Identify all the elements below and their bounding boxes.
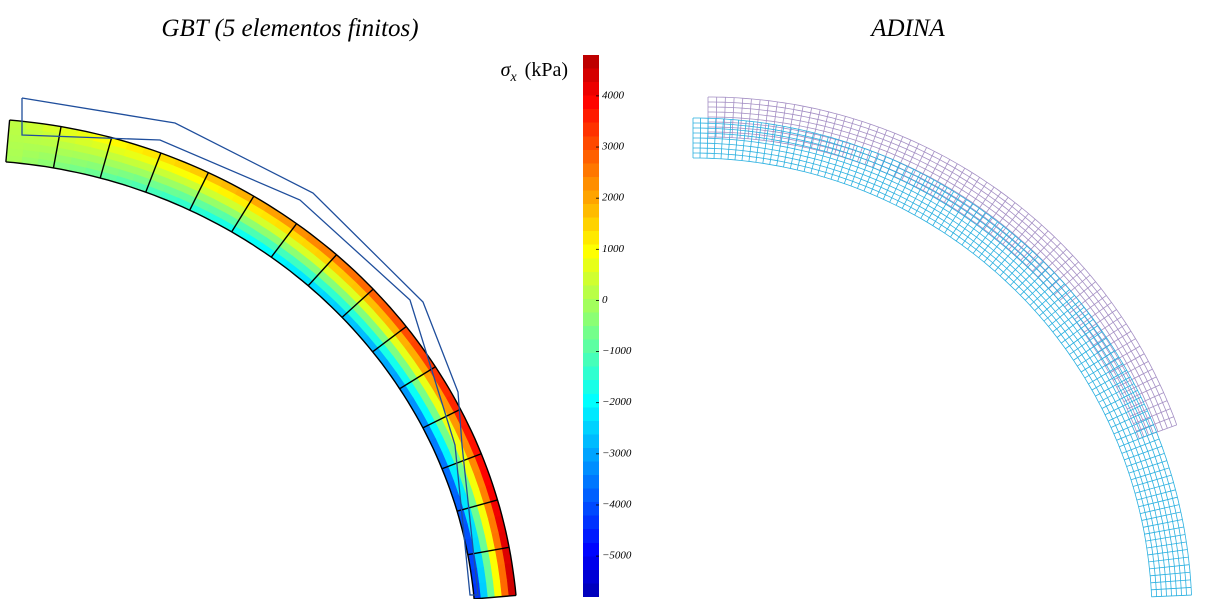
undeformed-mesh [708,117,1158,432]
deformed-mesh [693,143,1167,596]
panel-title: GBT (5 elementos finitos) [161,15,418,42]
colorbar-tick-label: 3000 [601,141,625,153]
colorbar-tick-label: −3000 [602,447,632,459]
colorbar-tick-label: 1000 [602,243,625,255]
undeformed-mesh [708,112,1163,430]
label-sub: x [509,70,517,85]
figure: GBT (5 elementos finitos) ADINA σx(kPa) … [0,0,1207,599]
deformed-mesh [693,153,1157,597]
label-unit: (kPa) [525,59,568,81]
colorbar-tick-label: −5000 [602,550,632,562]
beam-edge [10,120,516,595]
colorbar [583,55,599,597]
colorbar-tick-label: −4000 [602,498,632,510]
adina-panel [693,97,1192,597]
colorbar-tick-label: −2000 [602,396,632,408]
panel-title: ADINA [869,15,945,42]
colorbar-label: σx(kPa) [501,59,568,85]
colorbar-tick-label: 0 [602,294,608,306]
gbt-panel [6,98,516,599]
deformed-mesh [693,158,1152,597]
deformed-mesh [693,138,1172,596]
colorbar-tick-label: −1000 [602,345,632,357]
colorbar-tick-label: 4000 [602,89,625,101]
colorbar-tick-label: 2000 [602,192,625,204]
deformed-mesh [693,148,1162,596]
